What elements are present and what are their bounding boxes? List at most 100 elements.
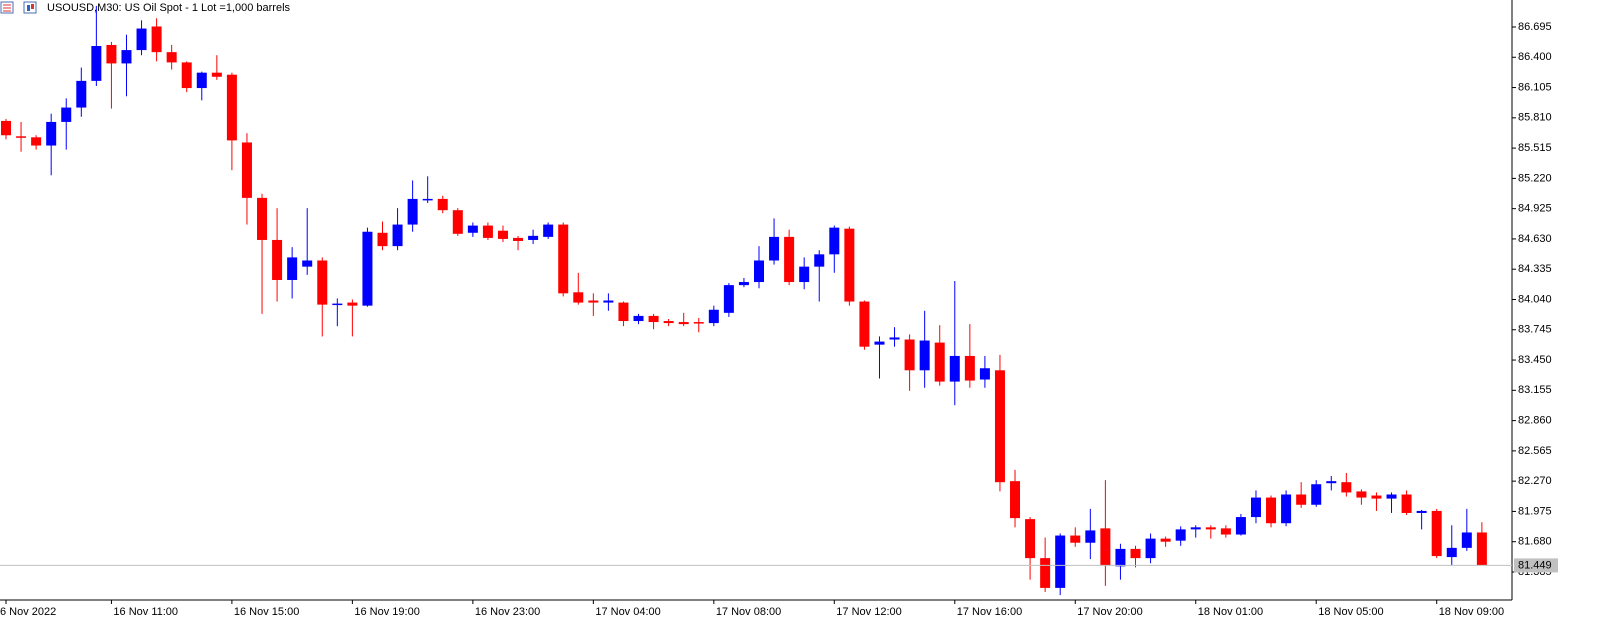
candle-body [754,260,764,283]
candle-body [272,239,283,280]
candle-body [76,80,87,108]
candle-body [482,225,493,238]
candle-body [1311,484,1322,505]
candle-body [1461,532,1472,548]
candle-body [588,300,599,303]
y-tick-label: 85.810 [1518,112,1552,124]
candle-body [723,285,734,313]
candle-body [964,355,975,381]
candle-body [1,120,11,136]
y-tick-label: 81.680 [1518,536,1552,548]
y-tick-label: 84.630 [1518,233,1552,245]
y-tick-label: 83.745 [1518,324,1552,336]
candle-body [332,303,343,306]
candle-body [904,339,915,371]
x-tick-label: 16 Nov 15:00 [234,606,299,618]
y-tick-label: 81.975 [1518,505,1552,517]
candle-body [1431,510,1442,557]
y-tick-label: 84.040 [1518,293,1552,305]
x-tick-label: 16 Nov 19:00 [354,606,419,618]
candle-body [889,337,900,340]
candle-body [211,72,222,77]
candle-body [422,198,433,201]
candle-body [528,235,539,240]
candle-body [121,50,132,64]
y-tick-label: 86.105 [1518,81,1552,93]
candle-body [31,137,42,146]
y-tick-label: 84.925 [1518,203,1552,215]
y-tick-label: 82.565 [1518,445,1552,457]
candle-body [362,231,373,306]
candle-body [1401,494,1412,513]
y-tick-label: 85.515 [1518,142,1552,154]
candle-body [1296,494,1307,505]
candle-body [16,136,27,138]
candle-body [1025,519,1036,559]
candle-body [1220,528,1231,535]
candle-body [573,292,584,303]
candle-body [287,257,298,280]
candle-body [1190,527,1201,530]
candle-body [708,309,719,324]
candle-body [226,74,237,141]
y-tick-label: 83.450 [1518,354,1552,366]
x-tick-label: 18 Nov 05:00 [1318,606,1383,618]
candle-body [1326,481,1337,484]
last-price-box [1514,558,1558,573]
x-tick-label: 17 Nov 20:00 [1077,606,1142,618]
candle-body [633,315,644,322]
candle-body [1085,530,1096,543]
candle-body [784,236,795,283]
candle-body [302,260,313,267]
candle-body [1040,558,1051,588]
candle-body [437,198,448,211]
x-tick-label: 17 Nov 12:00 [836,606,901,618]
candle-body [241,142,252,198]
candle-body [257,197,268,240]
candle-body [678,322,689,325]
candle-body [618,302,629,322]
candle-body [1356,491,1367,498]
x-tick-label: 17 Nov 08:00 [716,606,781,618]
candle-body [377,232,388,247]
toolbar-icons [0,1,37,14]
x-tick-label: 17 Nov 04:00 [595,606,660,618]
candle-body [994,370,1005,483]
candle-body [1235,517,1246,535]
candle-body [1145,538,1156,559]
candle-body [738,282,749,286]
candle-body [1175,529,1186,541]
candle-body [1250,497,1261,518]
candle-body [949,355,960,382]
candle-body [859,301,870,347]
candle-body [91,45,102,81]
candle-body [106,44,117,64]
y-tick-label: 86.400 [1518,51,1552,63]
candle-body [799,266,810,283]
candle-body [317,260,328,305]
candle-body [979,368,990,380]
x-tick-label: 16 Nov 11:00 [113,606,178,618]
y-tick-label: 86.695 [1518,21,1552,33]
y-tick-label: 84.335 [1518,263,1552,275]
candle-body [1341,482,1352,493]
candle-body [452,210,463,234]
candle-body [46,121,57,146]
candle-body [1476,532,1487,566]
y-tick-label: 85.220 [1518,172,1552,184]
y-tick-label: 83.155 [1518,384,1552,396]
y-tick-label: 82.860 [1518,415,1552,427]
candle-body [196,72,207,89]
candle-body [1416,510,1427,513]
chart-title: USOUSD,M30: US Oil Spot - 1 Lot =1,000 b… [47,2,291,14]
last-price-label: 81.449 [1518,559,1552,571]
candle-body [1055,535,1066,588]
candle-body [874,341,885,345]
candle-body [166,52,177,63]
candle-body [603,300,614,303]
candle-body [1115,548,1126,567]
candle-body [934,342,945,382]
candle-body [497,230,508,239]
candle-body [407,198,418,225]
candle-body [1205,527,1216,530]
